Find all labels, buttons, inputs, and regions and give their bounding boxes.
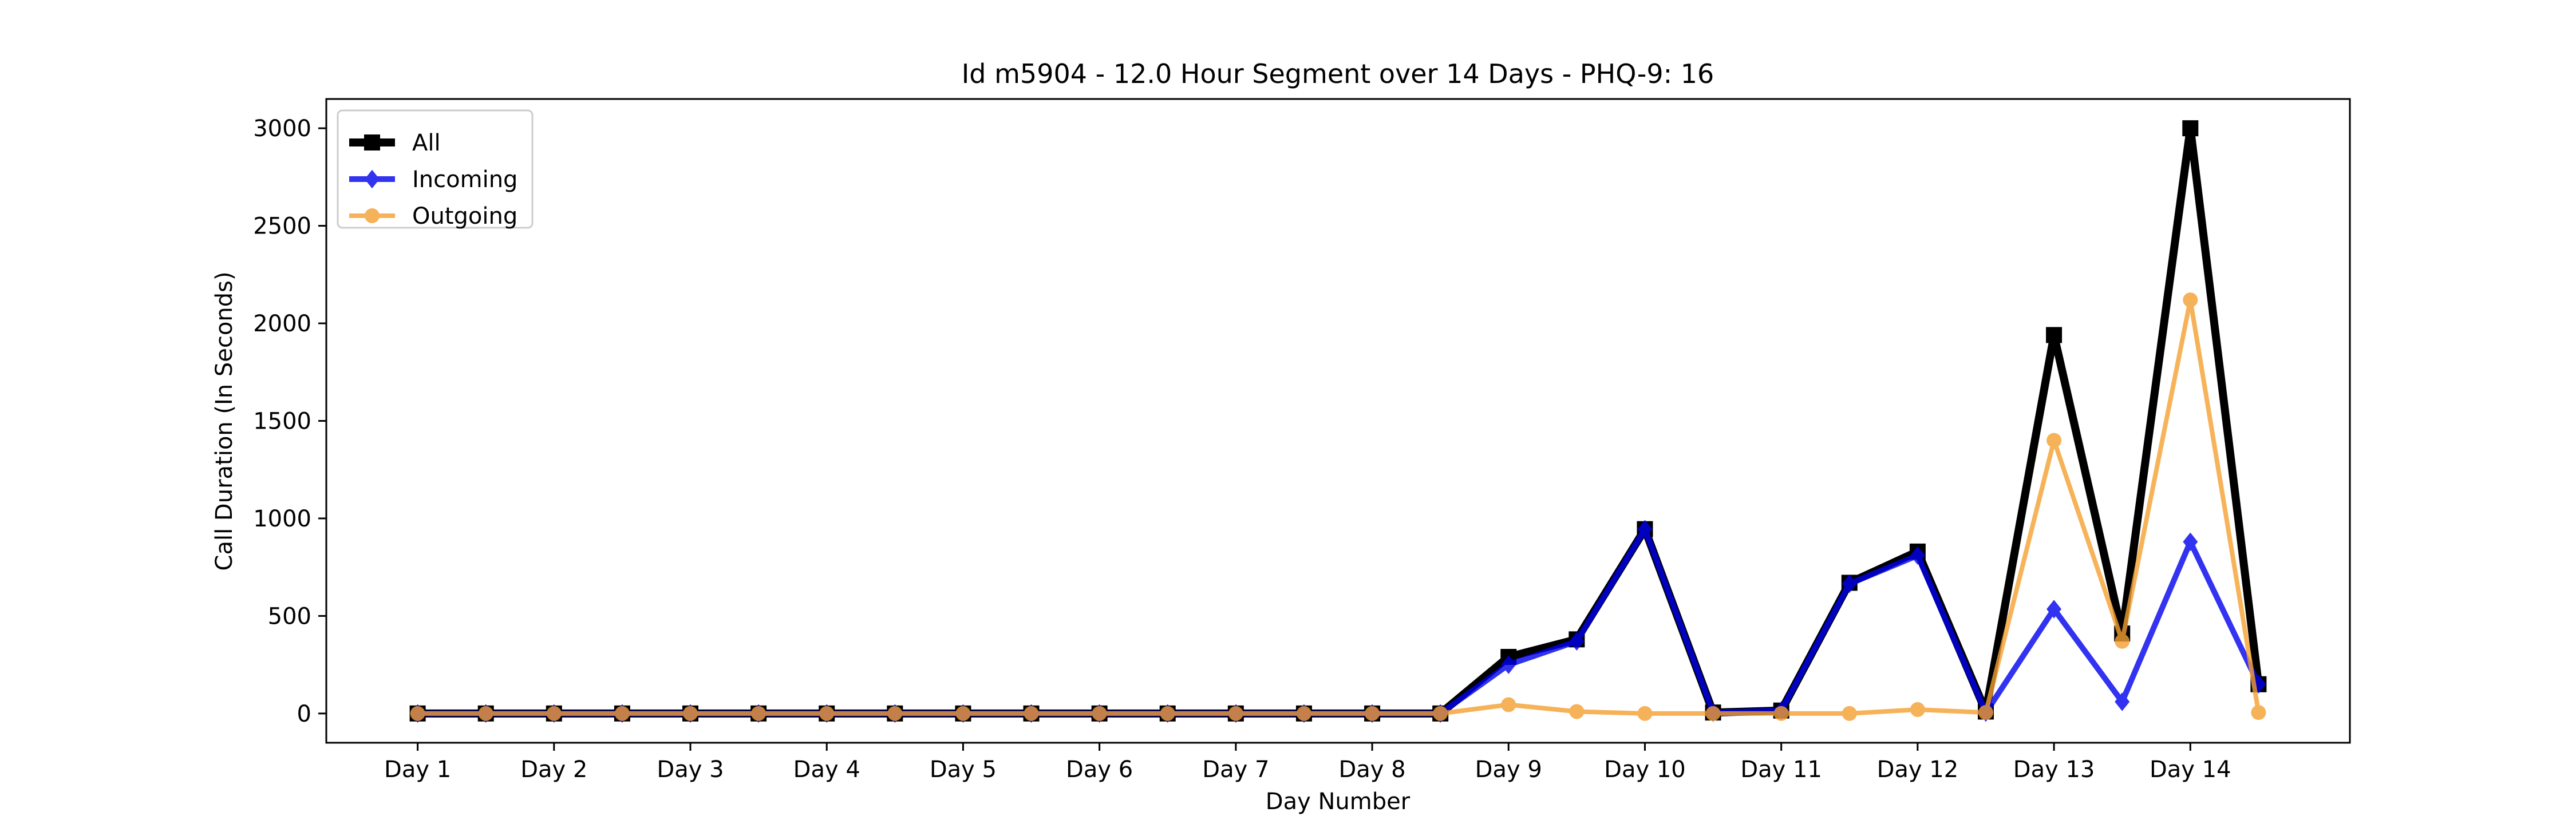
y-tick-label: 1500: [253, 409, 311, 435]
y-tick-label: 2500: [253, 213, 311, 240]
x-tick-label: Day 3: [657, 756, 724, 783]
legend-marker: [364, 134, 380, 150]
data-point-outgoing: [819, 706, 835, 721]
data-point-outgoing: [751, 706, 767, 721]
x-tick-label: Day 1: [384, 756, 451, 783]
data-point-outgoing: [955, 706, 971, 721]
data-point-all: [2182, 120, 2199, 137]
x-tick-label: Day 13: [2013, 756, 2095, 783]
x-tick-label: Day 9: [1475, 756, 1542, 783]
x-tick-label: Day 2: [520, 756, 587, 783]
data-point-outgoing: [1365, 706, 1380, 721]
data-point-outgoing: [410, 706, 425, 721]
x-tick-label: Day 4: [793, 756, 860, 783]
y-tick-label: 3000: [253, 116, 311, 142]
y-tick-label: 0: [297, 701, 311, 727]
legend-marker: [365, 208, 380, 223]
legend-entry: [349, 208, 395, 223]
data-point-outgoing: [1092, 706, 1107, 721]
data-point-outgoing: [1773, 706, 1789, 721]
x-tick-label: Day 7: [1202, 756, 1269, 783]
data-point-outgoing: [546, 706, 562, 721]
data-point-all: [2046, 327, 2063, 343]
x-tick-label: Day 5: [930, 756, 997, 783]
data-point-outgoing: [1433, 706, 1448, 721]
data-point-outgoing: [1228, 706, 1243, 721]
chart-title: Id m5904 - 12.0 Hour Segment over 14 Day…: [962, 58, 1714, 89]
data-point-incoming: [2046, 600, 2062, 619]
data-point-incoming: [1569, 632, 1585, 651]
y-tick-label: 500: [268, 603, 311, 629]
data-point-outgoing: [1024, 706, 1039, 721]
data-point-outgoing: [2251, 705, 2266, 720]
data-point-outgoing: [1637, 706, 1653, 721]
legend-label: Incoming: [412, 167, 517, 193]
x-tick-label: Day 11: [1740, 756, 1822, 783]
data-point-outgoing: [683, 706, 698, 721]
data-point-outgoing: [2115, 633, 2130, 649]
data-point-outgoing: [1569, 704, 1585, 719]
x-tick-label: Day 14: [2150, 756, 2231, 783]
data-point-outgoing: [478, 706, 493, 721]
data-point-incoming: [1637, 520, 1653, 538]
y-axis-label: Call Duration (In Seconds): [211, 272, 238, 571]
axes: 0 500 1000 1500 2000 2500 3000 Day 1 Day 2 Day 3 D…: [253, 116, 2231, 783]
data-point-incoming: [2183, 532, 2198, 552]
series-line-outgoing: [415, 298, 2261, 716]
data-point-outgoing: [1978, 705, 1993, 720]
x-tick-label: Day 10: [1604, 756, 1686, 783]
legend-label: Outgoing: [412, 203, 517, 229]
x-tick-label: Day 8: [1338, 756, 1405, 783]
data-point-outgoing: [2046, 433, 2062, 448]
data-point-incoming: [1910, 546, 1925, 565]
data-point-outgoing: [1296, 706, 1311, 721]
data-point-outgoing: [2183, 292, 2198, 308]
y-tick-label: 2000: [253, 311, 311, 337]
plot-area: [409, 120, 2267, 723]
x-tick-label: Day 12: [1877, 756, 1959, 783]
legend-entry: [349, 169, 395, 189]
legend: All Incoming Outgoing: [337, 109, 534, 229]
data-point-outgoing: [614, 706, 630, 721]
data-point-outgoing: [1842, 706, 1857, 721]
series-outgoing: [410, 292, 2266, 721]
data-point-incoming: [1501, 655, 1516, 674]
data-point-incoming: [2115, 692, 2130, 711]
legend-label: All: [412, 130, 441, 156]
data-point-incoming: [1842, 574, 1857, 593]
x-axis-label: Day Number: [1266, 789, 1411, 815]
y-tick-label: 1000: [253, 506, 311, 532]
x-tick-label: Day 6: [1066, 756, 1133, 783]
legend-entry: [349, 134, 395, 150]
legend-marker: [365, 169, 380, 189]
data-point-outgoing: [1705, 706, 1721, 721]
data-point-outgoing: [1501, 697, 1516, 712]
data-point-outgoing: [1160, 706, 1175, 721]
data-point-outgoing: [1910, 702, 1925, 718]
data-point-outgoing: [887, 706, 903, 721]
